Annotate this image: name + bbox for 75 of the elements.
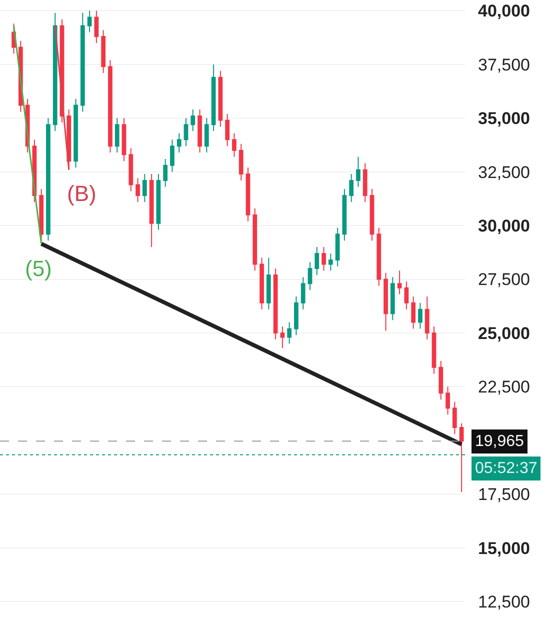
candlestick — [342, 188, 347, 242]
candlestick — [418, 302, 422, 330]
candlestick — [176, 132, 182, 154]
candlestick — [328, 253, 333, 272]
candlestick — [438, 360, 444, 400]
candlestick — [39, 188, 44, 242]
y-tick-label: 15,000 — [478, 538, 530, 558]
candlestick — [370, 188, 374, 242]
candlestick — [459, 422, 464, 492]
candlestick — [136, 178, 140, 202]
candlestick — [246, 167, 250, 222]
candlestick — [452, 401, 457, 434]
candlestick — [122, 118, 126, 162]
candlestick — [384, 272, 388, 332]
candlestick — [314, 246, 320, 276]
candlestick — [80, 12, 85, 112]
candlestick — [362, 162, 368, 202]
y-tick-label: 27,500 — [478, 270, 530, 290]
text: 05:52:37 — [475, 460, 538, 477]
candlestick — [356, 156, 360, 188]
candlestick — [238, 143, 244, 181]
candlestick — [46, 118, 50, 242]
candlestick — [432, 326, 436, 374]
candlestick — [294, 296, 298, 336]
candlestick — [142, 174, 147, 202]
candlestick — [232, 132, 236, 158]
candlestick — [156, 174, 161, 230]
candlestick — [128, 148, 134, 192]
candlestick — [266, 257, 271, 310]
candlestick — [218, 70, 223, 128]
candlestick — [335, 227, 340, 267]
candlestick — [225, 113, 230, 147]
candlestick — [170, 139, 174, 172]
candlestick — [280, 326, 285, 349]
candlestick — [184, 118, 188, 147]
candlestick — [287, 322, 292, 344]
candlestick — [108, 60, 112, 154]
candlestick — [211, 64, 216, 132]
candlestick — [446, 386, 450, 416]
candlestick — [404, 280, 409, 310]
candlestick — [349, 174, 354, 202]
y-tick-label: 37,500 — [478, 55, 530, 74]
candlestick — [300, 276, 306, 310]
y-tick-label: 35,000 — [478, 109, 530, 128]
y-tick-label: 17,500 — [478, 485, 530, 504]
candlestick — [163, 158, 168, 188]
candlestick — [308, 262, 312, 291]
candlestick — [390, 276, 395, 321]
candlestick — [273, 268, 278, 340]
candlestick — [198, 109, 202, 154]
candlestick — [322, 246, 326, 272]
y-tick-label: 30,000 — [478, 216, 530, 236]
candlestick — [376, 227, 382, 286]
candlestick — [397, 270, 402, 295]
candlestick — [411, 296, 416, 330]
annotation: (5) — [25, 256, 52, 281]
ref-line-label: 19,965 — [475, 433, 524, 450]
candlestick — [260, 257, 264, 310]
candlestick — [74, 98, 78, 168]
annotation: (B) — [67, 181, 96, 206]
candlestick — [252, 208, 258, 272]
candlestick — [114, 118, 120, 154]
candlestick — [87, 10, 92, 33]
y-tick-label: 12,500 — [478, 592, 530, 612]
candlestick — [94, 10, 99, 44]
y-tick-label: 25,000 — [478, 324, 530, 343]
candlestick — [204, 118, 209, 154]
candlestick — [424, 296, 430, 340]
y-tick-label: 22,500 — [478, 378, 530, 397]
candlestick — [52, 12, 58, 132]
y-tick-label: 32,500 — [478, 162, 530, 182]
candlestick — [190, 109, 196, 132]
candlestick — [149, 174, 154, 248]
candlestick — [101, 30, 106, 74]
y-tick-label: 40,000 — [478, 2, 530, 21]
